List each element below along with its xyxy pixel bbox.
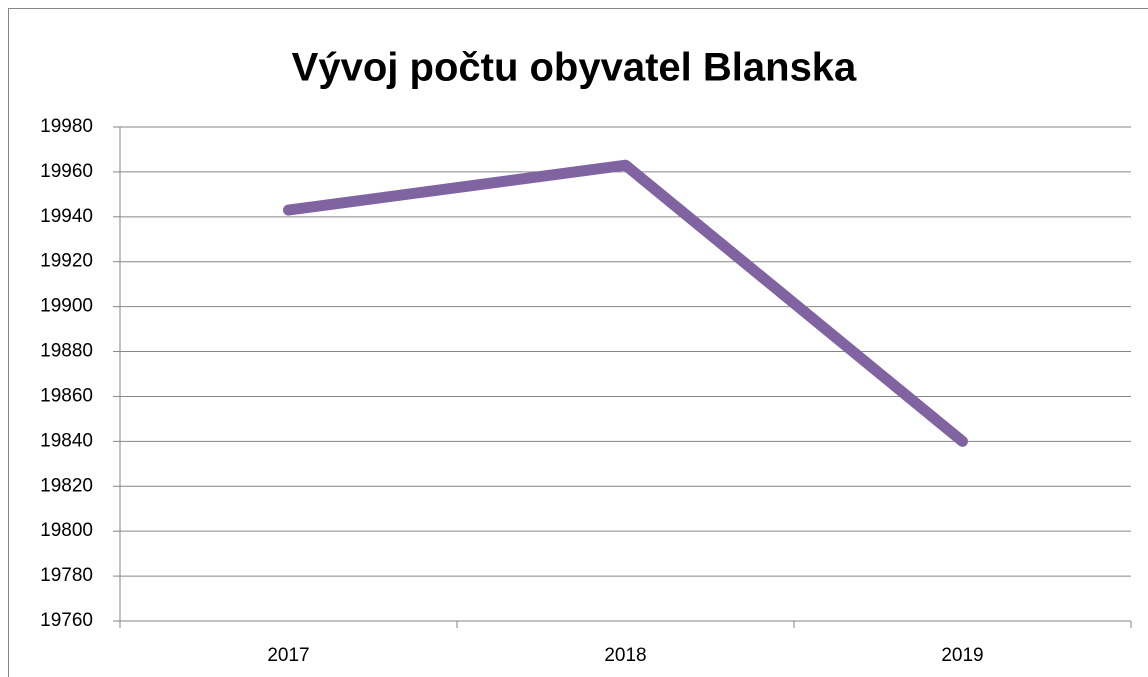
- y-tick-label: 19760: [40, 610, 93, 631]
- y-tick-label: 19900: [40, 296, 93, 317]
- y-tick-label: 19940: [40, 206, 93, 227]
- x-tick-label: 2018: [604, 645, 646, 666]
- chart-border: [8, 8, 1148, 677]
- y-tick-label: 19800: [40, 520, 93, 541]
- chart-title: Vývoj počtu obyvatel Blanska: [292, 46, 857, 90]
- y-tick-label: 19820: [40, 475, 93, 496]
- y-tick-label: 19920: [40, 251, 93, 272]
- data-line: [283, 159, 968, 447]
- y-tick-label: 19980: [40, 116, 93, 137]
- y-tick-label: 19880: [40, 341, 93, 362]
- y-tick-label: 19840: [40, 430, 93, 451]
- y-tick-label: 19860: [40, 385, 93, 406]
- y-tick-label: 19960: [40, 161, 93, 182]
- x-tick-label: 2019: [941, 645, 983, 666]
- y-tick-label: 19780: [40, 565, 93, 586]
- x-tick-label: 2017: [267, 645, 309, 666]
